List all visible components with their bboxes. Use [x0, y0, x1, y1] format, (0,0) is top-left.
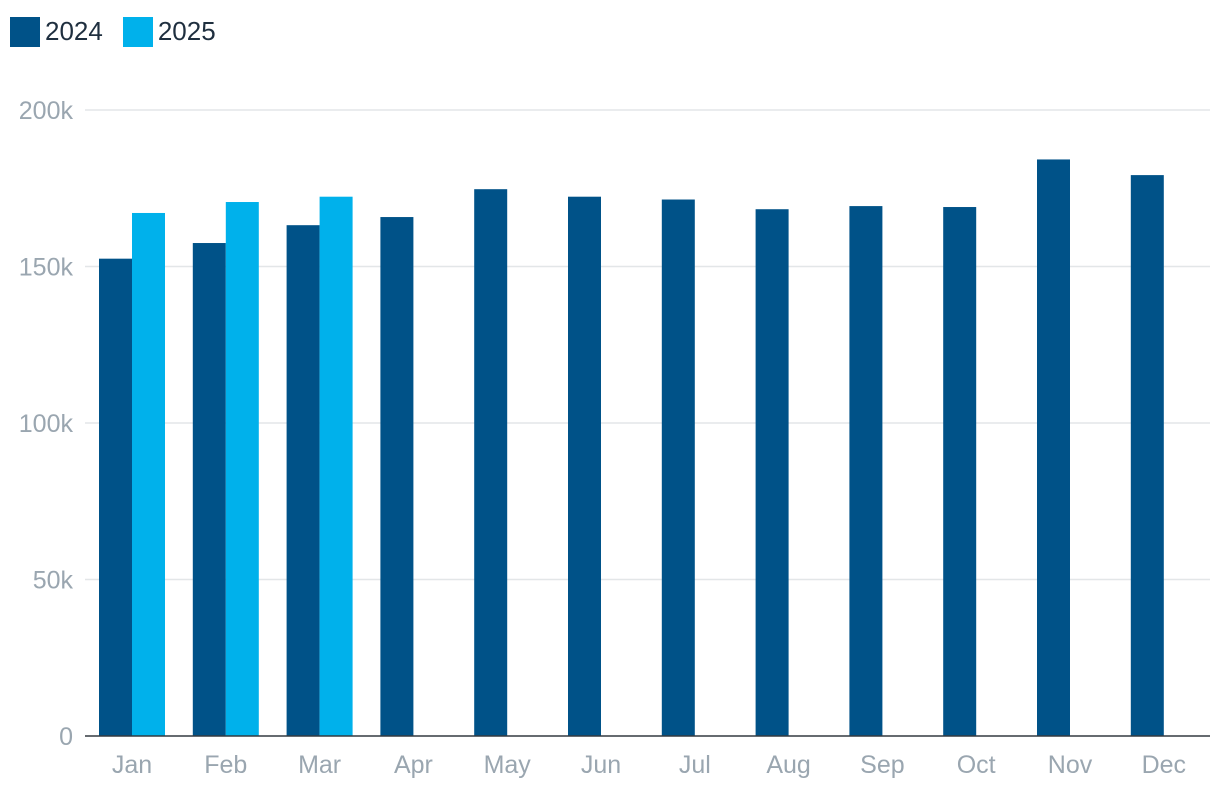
bar-2025-feb[interactable] [225, 202, 259, 737]
chart-legend: 2024 2025 [10, 16, 236, 47]
y-tick-label: 0 [59, 723, 73, 751]
x-tick-label: Apr [394, 751, 433, 779]
bar-2024-jun[interactable] [568, 196, 601, 737]
x-axis-ticks: Jan Feb Mar Apr May Jun Jul Aug Sep Oct Nov Dec [112, 751, 1186, 779]
legend-swatch-2024 [10, 16, 40, 47]
bar-2025-jan[interactable] [132, 212, 165, 737]
bar-2024-nov[interactable] [1037, 159, 1070, 737]
legend-item-2024[interactable]: 2024 [10, 16, 103, 47]
x-tick-label: Aug [766, 751, 810, 779]
y-tick-label: 150k [19, 254, 74, 282]
bar-2024-aug[interactable] [755, 209, 789, 736]
x-tick-label: Nov [1048, 751, 1093, 779]
legend-swatch-2025 [122, 16, 153, 47]
y-tick-label: 200k [19, 97, 74, 125]
bar-2024-sep[interactable] [849, 206, 883, 736]
x-tick-label: Jul [679, 751, 711, 779]
bar-2024-jul[interactable] [661, 199, 695, 736]
x-tick-label: Feb [204, 751, 247, 779]
bar-2024-feb[interactable] [192, 243, 226, 736]
bars [99, 159, 1164, 737]
x-tick-label: Mar [298, 751, 341, 779]
x-tick-label: May [484, 751, 532, 779]
legend-label-2025: 2025 [157, 16, 216, 46]
bar-2024-dec[interactable] [1130, 175, 1164, 736]
bar-2024-may[interactable] [474, 189, 508, 737]
y-tick-label: 100k [19, 410, 74, 438]
x-tick-label: Oct [957, 751, 996, 779]
legend-label-2024: 2024 [45, 16, 103, 46]
x-tick-label: Sep [860, 751, 904, 779]
bar-2024-mar[interactable] [286, 225, 320, 736]
bar-2024-jan[interactable] [99, 258, 132, 736]
x-tick-label: Jan [112, 751, 152, 779]
bar-2025-mar[interactable] [319, 196, 353, 737]
x-tick-label: Dec [1142, 751, 1186, 779]
gridlines [85, 109, 1210, 581]
y-tick-label: 50k [33, 567, 74, 595]
bar-2024-apr[interactable] [380, 217, 414, 736]
x-tick-label: Jun [581, 751, 621, 779]
bar-2024-oct[interactable] [943, 207, 977, 736]
legend-item-2025[interactable]: 2025 [122, 16, 216, 47]
y-axis-ticks: 0 50k 100k 150k 200k [19, 97, 74, 751]
